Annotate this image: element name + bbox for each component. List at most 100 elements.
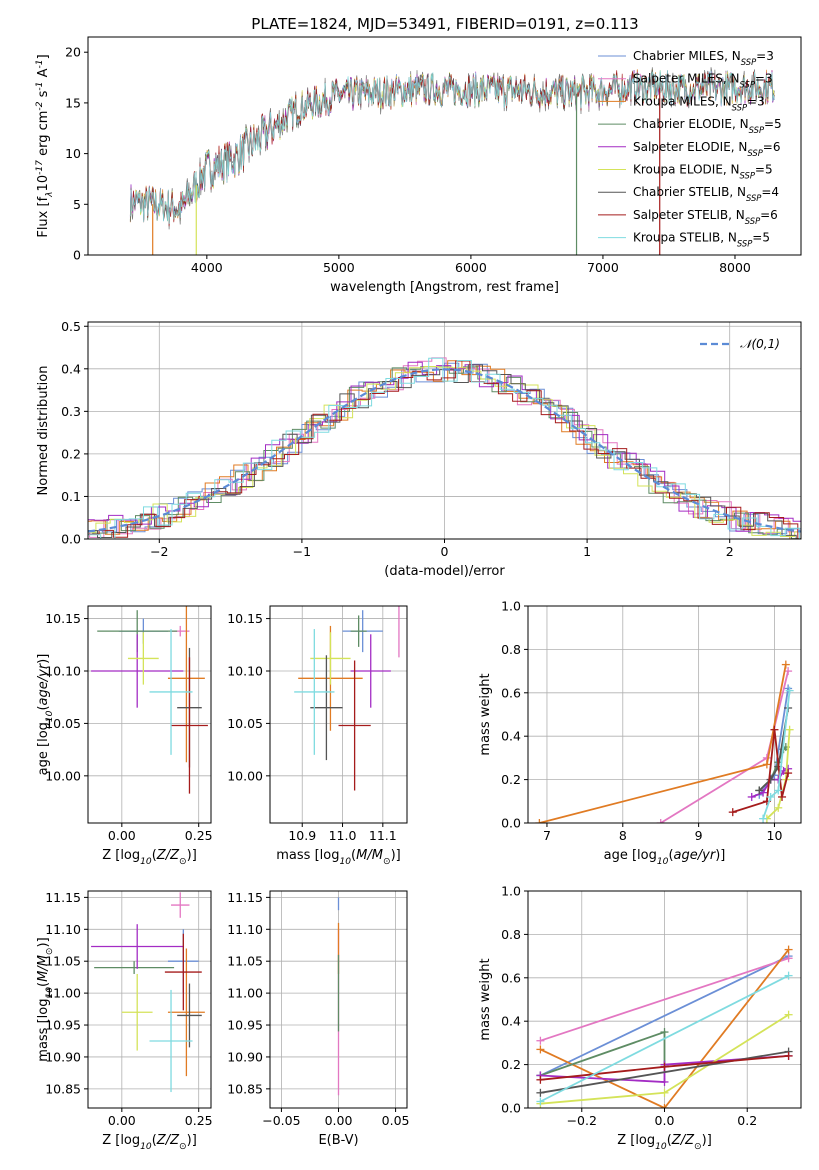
x-tick-label: 0.25 (185, 828, 213, 843)
x-tick-label: 5000 (323, 260, 355, 275)
x-tick-label: 9 (695, 828, 703, 843)
x-tick-label: 6000 (455, 260, 487, 275)
x-tick-label: 11.0 (329, 828, 357, 843)
mass-z-axes (88, 891, 211, 1108)
residual-histogram (88, 364, 801, 539)
weight-age-xlabel: age [log10(age/yr)] (604, 848, 726, 867)
y-tick-label: 0.2 (61, 446, 81, 461)
x-tick-label: 8000 (719, 260, 751, 275)
x-tick-label: 10.9 (288, 828, 316, 843)
age-z-axes (88, 606, 211, 823)
x-tick-label: 0.25 (185, 1113, 213, 1128)
y-tick-label: 10.00 (227, 768, 263, 783)
weight-z-xlabel: Z [log10(Z/Z⊙)] (617, 1133, 712, 1152)
y-tick-label: 0.3 (61, 404, 81, 419)
residual-histogram (88, 360, 801, 539)
legend-entry: Chabrier STELIB, NSSP=4 (633, 185, 779, 203)
age-mass-axes (270, 606, 407, 823)
x-tick-label: 8 (619, 828, 627, 843)
mass-z-plot (91, 892, 205, 1093)
x-tick-label: 1 (583, 544, 591, 559)
y-tick-label: 10.15 (45, 611, 81, 626)
x-tick-label: 0.00 (108, 828, 136, 843)
x-tick-label: 2 (726, 544, 734, 559)
y-tick-label: 0.2 (501, 1057, 521, 1072)
age-z-frame (87, 605, 212, 824)
y-tick-label: 11.15 (45, 890, 81, 905)
weight-age-frame (527, 605, 802, 824)
x-tick-label: −1 (293, 544, 311, 559)
y-tick-label: 5 (73, 197, 81, 212)
residuals-xlabel: (data-model)/error (384, 564, 505, 579)
y-tick-label: 10.90 (45, 1049, 81, 1064)
x-tick-label: 0 (441, 544, 449, 559)
y-tick-label: 15 (65, 95, 81, 110)
y-tick-label: 11.00 (227, 986, 263, 1001)
x-tick-label: 0.05 (382, 1113, 410, 1128)
y-tick-label: 10.10 (45, 663, 81, 678)
y-tick-label: 0.8 (501, 642, 521, 657)
weight-z-series-line (540, 957, 789, 1042)
y-tick-label: 20 (65, 45, 81, 60)
y-tick-label: 11.00 (45, 986, 81, 1001)
x-tick-label: 10 (767, 828, 783, 843)
y-tick-label: 10.85 (45, 1081, 81, 1096)
weight-z-series-line (539, 974, 790, 1103)
weight-age-series-line (758, 707, 789, 792)
y-tick-label: 0.6 (501, 970, 521, 985)
y-tick-label: 1.0 (501, 599, 521, 614)
legend-entry: Chabrier ELODIE, NSSP=5 (633, 117, 782, 135)
residuals-ylabel: Normed distribution (36, 366, 51, 496)
x-tick-label: 11.1 (369, 828, 397, 843)
x-tick-label: 0.00 (325, 1113, 353, 1128)
y-tick-label: 10.05 (45, 716, 81, 731)
y-tick-label: 0 (73, 248, 81, 263)
mass-z-xlabel: Z [log10(Z/Z⊙)] (102, 1133, 197, 1152)
x-tick-label: 7 (543, 828, 551, 843)
x-tick-label: −0.05 (262, 1113, 300, 1128)
y-tick-label: 0.4 (501, 1014, 521, 1029)
y-tick-label: 10.85 (227, 1081, 263, 1096)
y-tick-label: 11.10 (227, 922, 263, 937)
y-tick-label: 10.95 (227, 1018, 263, 1033)
age-mass-xlabel: mass [log10(M/M⊙)] (276, 848, 400, 867)
figure-title: PLATE=1824, MJD=53491, FIBERID=0191, z=0… (251, 15, 638, 33)
y-tick-label: 11.15 (227, 890, 263, 905)
y-tick-label: 10.00 (45, 768, 81, 783)
y-tick-label: 11.05 (227, 954, 263, 969)
y-tick-label: 10.10 (227, 663, 263, 678)
age-z-plot (91, 606, 208, 794)
y-tick-label: 10.15 (227, 611, 263, 626)
y-tick-label: 11.05 (45, 954, 81, 969)
y-tick-label: 1.0 (501, 884, 521, 899)
legend-entry: Kroupa MILES, NSSP=3 (633, 94, 765, 112)
spectrum-xlabel: wavelength [Angstrom, rest frame] (330, 280, 559, 295)
y-tick-label: 0.8 (501, 927, 521, 942)
weight-age-series-line (762, 690, 791, 819)
y-tick-label: 10 (65, 146, 81, 161)
age-z-xlabel: Z [log10(Z/Z⊙)] (102, 848, 197, 867)
legend-entry: 𝒩(0,1) (740, 337, 780, 351)
weight-age-ylabel: mass weight (478, 673, 493, 755)
y-tick-label: 0.4 (61, 361, 81, 376)
gaussian-curve (88, 368, 801, 533)
weight-z-series-line (540, 955, 789, 1077)
y-tick-label: 10.90 (227, 1049, 263, 1064)
x-tick-label: 0.00 (108, 1113, 136, 1128)
legend-entry: Salpeter STELIB, NSSP=6 (633, 208, 778, 226)
x-tick-label: −2 (150, 544, 168, 559)
y-tick-label: 0.0 (501, 1101, 521, 1116)
mass-z-frame (87, 890, 212, 1109)
x-tick-label: 4000 (191, 260, 223, 275)
weight-z-series-line (540, 1055, 789, 1083)
legend-entry: Salpeter ELODIE, NSSP=6 (633, 140, 781, 158)
mass-z-ylabel: mass [log10(M/M⊙)] (36, 937, 55, 1061)
y-tick-label: 0.0 (61, 532, 81, 547)
y-tick-label: 0.2 (501, 772, 521, 787)
y-tick-label: 0.0 (501, 816, 521, 831)
age-mass-frame (269, 605, 408, 824)
y-tick-label: 0.5 (61, 319, 81, 334)
age-z-ylabel: age [log10(age/yr)] (36, 654, 55, 776)
mass-ebv-xlabel: E(B-V) (318, 1133, 358, 1148)
